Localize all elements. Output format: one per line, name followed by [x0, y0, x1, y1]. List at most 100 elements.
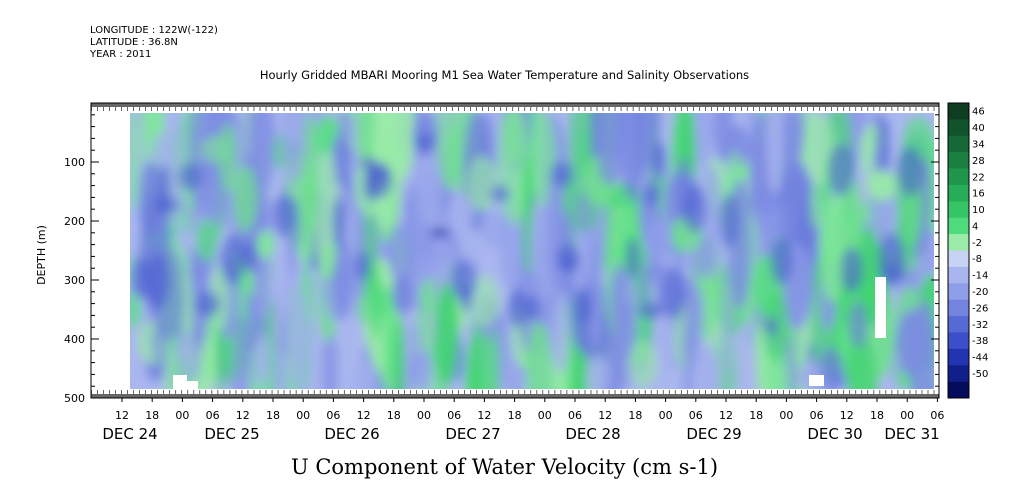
colorbar-swatch [948, 201, 969, 219]
x-tick-label: 18 [870, 409, 884, 422]
colorbar-swatch [948, 234, 969, 251]
date-label: DEC 27 [445, 425, 500, 443]
missing-data-gap [809, 375, 824, 386]
field-blob [684, 325, 701, 369]
field-blob [322, 327, 338, 389]
field-blob [803, 113, 835, 185]
colorbar-label: -26 [972, 303, 988, 314]
date-label: DEC 26 [324, 425, 379, 443]
field-blob [570, 193, 594, 234]
field-blob [145, 254, 171, 309]
date-label: DEC 24 [102, 425, 157, 443]
field-blob [305, 314, 320, 389]
x-tick-label: 06 [447, 409, 461, 422]
field-blob [417, 349, 433, 389]
field-blob [559, 256, 578, 273]
field-blob [819, 198, 846, 303]
field-blob [233, 165, 258, 233]
field-blob [609, 265, 628, 346]
field-blob [644, 219, 672, 266]
field-blob [875, 117, 891, 173]
field-blob [508, 288, 528, 328]
x-tick-label: 06 [568, 409, 582, 422]
y-axis-label: DEPTH (m) [35, 225, 48, 285]
field-blob [889, 349, 901, 386]
colorbar-swatch [948, 184, 969, 202]
x-axis-label: U Component of Water Velocity (cm s-1) [290, 455, 719, 479]
colorbar-swatch [948, 135, 969, 153]
field-blob [357, 113, 375, 169]
field-blob [384, 113, 415, 183]
field-blob [242, 241, 257, 272]
field-blob [588, 239, 603, 349]
longitude-label: LONGITUDE : 122W(-122) [90, 25, 218, 36]
colorbar-swatch [948, 168, 969, 186]
field-blob [770, 238, 793, 285]
colorbar-label: 4 [972, 221, 978, 232]
y-tick-label: 200 [64, 215, 85, 228]
colorbar-swatch [948, 316, 969, 333]
field-blob [460, 284, 473, 313]
field-blob [287, 281, 308, 387]
missing-data-gaps [173, 277, 886, 389]
field-blob [840, 246, 863, 294]
date-label: DEC 28 [565, 425, 620, 443]
field-blob [651, 142, 668, 179]
colorbar-swatch [948, 103, 969, 120]
field-blob [231, 315, 251, 389]
x-tick-label: 00 [779, 409, 793, 422]
field-blob [523, 295, 541, 321]
y-tick-label: 300 [64, 274, 85, 287]
field-blob [413, 132, 436, 152]
field-blob [551, 290, 570, 375]
field-blob [332, 197, 347, 250]
x-tick-label: 12 [357, 409, 371, 422]
colorbar-swatch [948, 266, 969, 284]
field-blob [391, 275, 413, 316]
field-blob [388, 223, 416, 287]
field-blob [220, 234, 246, 285]
x-tick-label: 00 [417, 409, 431, 422]
field-blob [637, 262, 651, 315]
field-blob [488, 326, 500, 389]
x-tick-label: 06 [689, 409, 703, 422]
field-blob [809, 183, 822, 229]
field-blob [625, 237, 640, 280]
x-tick-label: 12 [115, 409, 129, 422]
x-tick-label: 18 [145, 409, 159, 422]
field-blob [818, 347, 844, 389]
colorbar-label: -14 [972, 271, 988, 282]
colorbar-label: 46 [972, 107, 985, 118]
field-blob [827, 143, 855, 197]
field-blob [342, 113, 356, 147]
field-blob [765, 318, 779, 335]
y-tick-label: 500 [64, 392, 85, 405]
field-blob [643, 178, 661, 207]
field-blob [351, 361, 377, 389]
colorbar-label: -32 [972, 320, 988, 331]
x-tick-label: 18 [749, 409, 763, 422]
field-blob [897, 146, 923, 197]
field-blob [130, 258, 152, 298]
x-tick-label: 00 [538, 409, 552, 422]
field-blob [866, 169, 897, 201]
field-blob [877, 233, 905, 288]
x-tick-label: 00 [296, 409, 310, 422]
heatmap-field [130, 113, 934, 389]
x-tick-label: 12 [719, 409, 733, 422]
field-blob [585, 354, 610, 389]
field-blob [619, 113, 645, 203]
x-tick-label: 12 [598, 409, 612, 422]
x-tick-label: 06 [326, 409, 340, 422]
colorbar-swatch [948, 381, 969, 399]
field-blob [384, 289, 396, 381]
x-tick-label: 06 [206, 409, 220, 422]
field-blob [178, 162, 203, 190]
field-blob [720, 193, 739, 249]
field-blob [846, 179, 862, 266]
date-label: DEC 31 [884, 425, 939, 443]
field-blob [370, 265, 382, 340]
field-blob [256, 230, 275, 259]
x-tick-label: 18 [387, 409, 401, 422]
field-blob [216, 332, 228, 389]
